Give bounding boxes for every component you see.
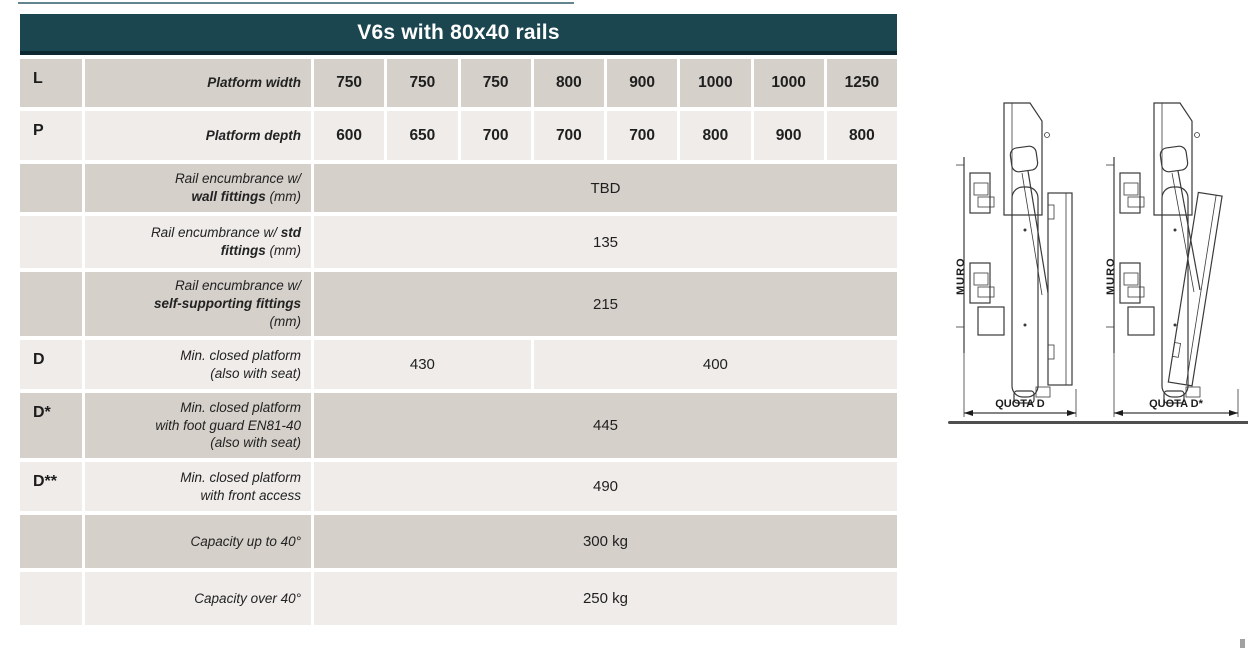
quota-d-label: QUOTA D: [995, 398, 1045, 410]
value-cell: 900: [753, 111, 824, 160]
value-cell: 800: [680, 111, 751, 160]
mast: [1153, 102, 1193, 216]
wall-label: MURO: [1105, 257, 1117, 295]
corner-mark: [1240, 639, 1245, 648]
table-title: V6s with 80x40 rails: [20, 14, 897, 55]
row-letter: [20, 272, 82, 336]
value-cell: 800: [533, 59, 604, 107]
row-label: Rail encumbrance w/ self-supporting fitt…: [85, 272, 311, 336]
stairlift-diagram-open: MURO QUOTA D*: [1105, 102, 1239, 417]
table-row: L Platform width 750 750 750 800 900 1000 1000 12…: [20, 59, 897, 107]
table-row: Rail encumbrance w/ wall fittings (mm) TB…: [20, 164, 897, 212]
row-label: Min. closed platform with front access: [85, 462, 311, 511]
value-cell: 600: [314, 111, 385, 160]
value-cell: 750: [460, 59, 531, 107]
row-letter: [20, 515, 82, 568]
stairlift-diagram-closed: MURO QUOTA D: [955, 102, 1077, 417]
wall-label: MURO: [955, 257, 967, 295]
table-row: D Min. closed platform (also with seat) 43…: [20, 340, 897, 389]
value-cell: 750: [314, 59, 385, 107]
table-row: Rail encumbrance w/ std fittings (mm) 135: [20, 216, 897, 268]
merged-value-cell: 400: [533, 340, 897, 389]
folded-platform: [1011, 186, 1039, 398]
row-label: Rail encumbrance w/ wall fittings (mm): [85, 164, 311, 212]
row-letter: [20, 572, 82, 625]
value-cell: 700: [607, 111, 678, 160]
folded-platform: [1161, 186, 1189, 398]
merged-value-cell: 300 kg: [314, 515, 897, 568]
row-letter: D*: [20, 393, 82, 458]
table-row: P Platform depth 600 650 700 700 700 800 900 800: [20, 111, 897, 160]
row-letter: [20, 164, 82, 212]
merged-value-cell: 250 kg: [314, 572, 897, 625]
value-cell: 650: [387, 111, 458, 160]
technical-drawings: MURO QUOTA D: [948, 95, 1248, 425]
merged-value-cell: 135: [314, 216, 897, 268]
row-label: Min. closed platform (also with seat): [85, 340, 311, 389]
row-letter: D**: [20, 462, 82, 511]
row-letter: L: [20, 59, 82, 107]
quota-d-star-label: QUOTA D*: [1149, 398, 1203, 410]
row-label: Rail encumbrance w/ std fittings (mm): [85, 216, 311, 268]
top-divider: [18, 2, 574, 4]
table-row: Capacity up to 40° 300 kg: [20, 515, 897, 568]
handle-knob: [1159, 145, 1189, 173]
row-label: Capacity over 40°: [85, 572, 311, 625]
value-cell: 1000: [680, 59, 751, 107]
spec-table: V6s with 80x40 rails L Platform width 750 7…: [20, 14, 897, 629]
value-cell: 700: [533, 111, 604, 160]
table-row: Capacity over 40° 250 kg: [20, 572, 897, 625]
merged-value-cell: 215: [314, 272, 897, 336]
row-label: Capacity up to 40°: [85, 515, 311, 568]
value-cell: 900: [607, 59, 678, 107]
value-cell: 700: [460, 111, 531, 160]
row-letter: [20, 216, 82, 268]
table-row: Rail encumbrance w/ self-supporting fitt…: [20, 272, 897, 336]
table-row: D** Min. closed platform with front acces…: [20, 462, 897, 511]
table-row: D* Min. closed platform with foot guard E…: [20, 393, 897, 458]
value-cell: 800: [826, 111, 897, 160]
merged-value-cell: TBD: [314, 164, 897, 212]
mast: [1003, 102, 1043, 216]
merged-value-cell: 490: [314, 462, 897, 511]
spec-table-rows: L Platform width 750 750 750 800 900 1000 1000 12…: [20, 59, 897, 625]
row-label: Platform depth: [85, 111, 311, 160]
row-letter: D: [20, 340, 82, 389]
tilted-panel: [1167, 191, 1223, 387]
drawing-baseline-rule: [948, 421, 1248, 424]
row-label: Platform width: [85, 59, 311, 107]
row-label: Min. closed platform with foot guard EN8…: [85, 393, 311, 458]
value-cell: 1000: [753, 59, 824, 107]
row-letter: P: [20, 111, 82, 160]
merged-value-cell: 430: [314, 340, 531, 389]
merged-value-cell: 445: [314, 393, 897, 458]
handle-knob: [1009, 145, 1039, 173]
outer-panel: [1047, 192, 1073, 386]
value-cell: 750: [387, 59, 458, 107]
value-cell: 1250: [826, 59, 897, 107]
